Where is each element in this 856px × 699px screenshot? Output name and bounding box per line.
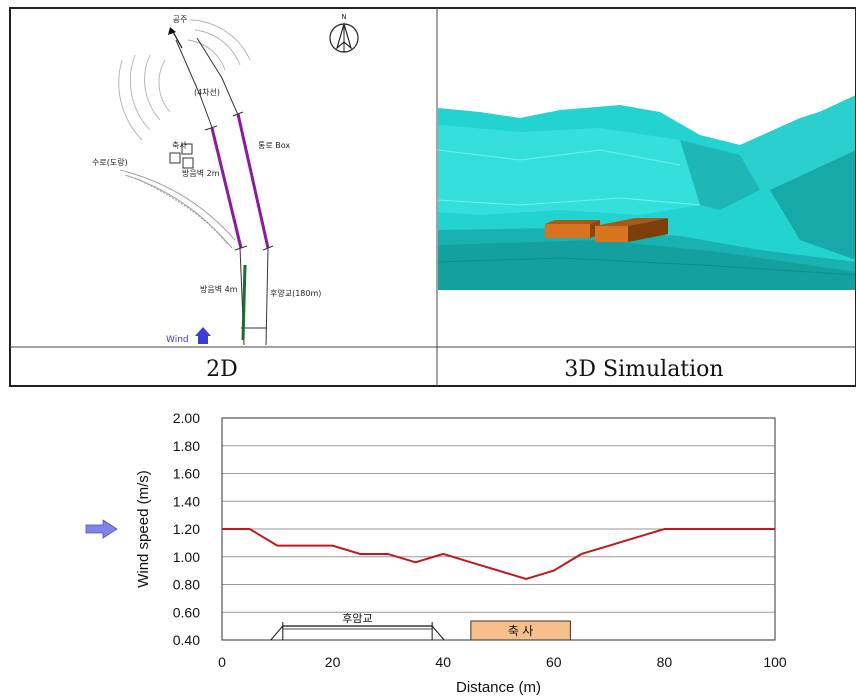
wind-speed-line xyxy=(222,528,775,580)
wall-4m xyxy=(241,264,247,341)
map-2d: 공주 (4차선) N 축사 수로(도랑) 통로 B xyxy=(92,13,359,346)
barn-3d-blocks xyxy=(545,218,668,242)
y-tick-label: 1.00 xyxy=(173,549,200,565)
north-road-arrow xyxy=(171,29,183,49)
wind-label: Wind xyxy=(166,335,189,345)
y-tick-label: 0.40 xyxy=(173,632,200,648)
y-tick-label: 2.00 xyxy=(173,410,200,426)
x-tick-label: 40 xyxy=(435,654,451,670)
wall-2m-label: 방음벽 2m xyxy=(182,168,220,178)
left-panel-caption: 2D xyxy=(206,357,238,382)
wind-arrow-icon xyxy=(195,327,211,344)
x-tick-label: 60 xyxy=(546,654,562,670)
barn-box xyxy=(470,620,571,641)
x-axis-label: Distance (m) xyxy=(456,679,541,696)
bridge-slope-right xyxy=(431,625,445,641)
wall-2m-left xyxy=(210,127,243,249)
x-tick-label: 80 xyxy=(657,654,673,670)
y-tick-label: 0.80 xyxy=(173,577,200,593)
y-axis-label: Wind speed (m/s) xyxy=(135,470,152,588)
y-tick-label: 0.60 xyxy=(173,604,200,620)
sim-3d xyxy=(438,9,855,346)
y-tick-label: 1.80 xyxy=(173,438,200,454)
arrow-head-icon xyxy=(168,27,176,35)
channel-label: 수로(도랑) xyxy=(92,157,128,167)
bridge-slope-left xyxy=(270,625,284,641)
x-tick-label: 20 xyxy=(325,654,341,670)
compass-icon: N xyxy=(329,13,359,53)
barn-label: 축사 xyxy=(172,141,187,150)
barn-icons xyxy=(169,143,194,169)
bridge-label: 후암교 xyxy=(342,612,372,625)
wall-4m-label: 방음벽 4m xyxy=(200,284,238,294)
wall-2m-right xyxy=(236,113,270,249)
x-tick-label: 0 xyxy=(218,654,226,670)
box-label: 통로 Box xyxy=(258,141,290,150)
x-tick-label: 100 xyxy=(763,654,787,670)
direction-label: 공주 xyxy=(173,15,188,24)
panels-frame xyxy=(9,7,856,387)
y-tick-label: 1.40 xyxy=(173,493,200,509)
top-panels: 2D 3D Simulation xyxy=(9,7,856,387)
contour-arcs xyxy=(118,19,251,141)
bridge-label: 후양교(180m) xyxy=(270,289,321,298)
right-panel-caption: 3D Simulation xyxy=(564,357,723,382)
channel-lines xyxy=(119,169,236,249)
compass-label: N xyxy=(341,13,346,21)
road-label: (4차선) xyxy=(194,88,220,97)
y-tick-label: 1.60 xyxy=(173,466,200,482)
barn-label: 축 사 xyxy=(508,624,533,638)
input-wind-arrow-icon xyxy=(85,519,118,539)
y-tick-label: 1.20 xyxy=(173,521,200,537)
